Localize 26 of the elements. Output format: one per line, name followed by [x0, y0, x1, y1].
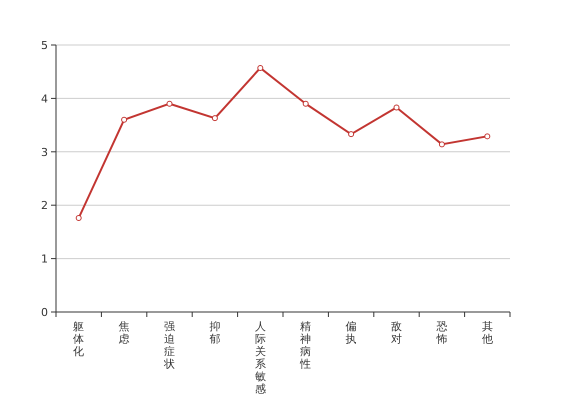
x-tick-label: 敌对: [391, 320, 402, 346]
point: [257, 64, 264, 71]
x-tick-label: 恐怖: [435, 320, 448, 346]
x-tick-label: 躯体化: [73, 320, 84, 358]
point: [166, 100, 172, 107]
point: [121, 116, 128, 123]
y-tick-label: 1: [41, 252, 48, 266]
point: [76, 215, 82, 222]
x-tick-label: 偏执: [346, 320, 357, 346]
x-tick-label: 强迫症状: [163, 320, 175, 370]
y-tick-label: 4: [41, 92, 48, 106]
point: [438, 141, 445, 148]
x-tick-label: 精神病性: [299, 320, 312, 370]
x-tick-label: 焦虑: [118, 320, 130, 346]
x-tick-label: 其他: [482, 320, 493, 346]
y-tick-label: 3: [41, 146, 48, 159]
y-tick-label: 5: [41, 39, 48, 52]
point: [348, 131, 354, 138]
point: [212, 115, 218, 122]
point: [302, 100, 309, 107]
y-tick-label: 0: [41, 306, 48, 319]
x-tick-label: 人际关系敏感: [254, 320, 266, 396]
point: [394, 104, 400, 110]
y-tick-label: 2: [41, 199, 48, 212]
point: [484, 133, 490, 140]
x-tick-label: 抑郁: [209, 320, 220, 346]
